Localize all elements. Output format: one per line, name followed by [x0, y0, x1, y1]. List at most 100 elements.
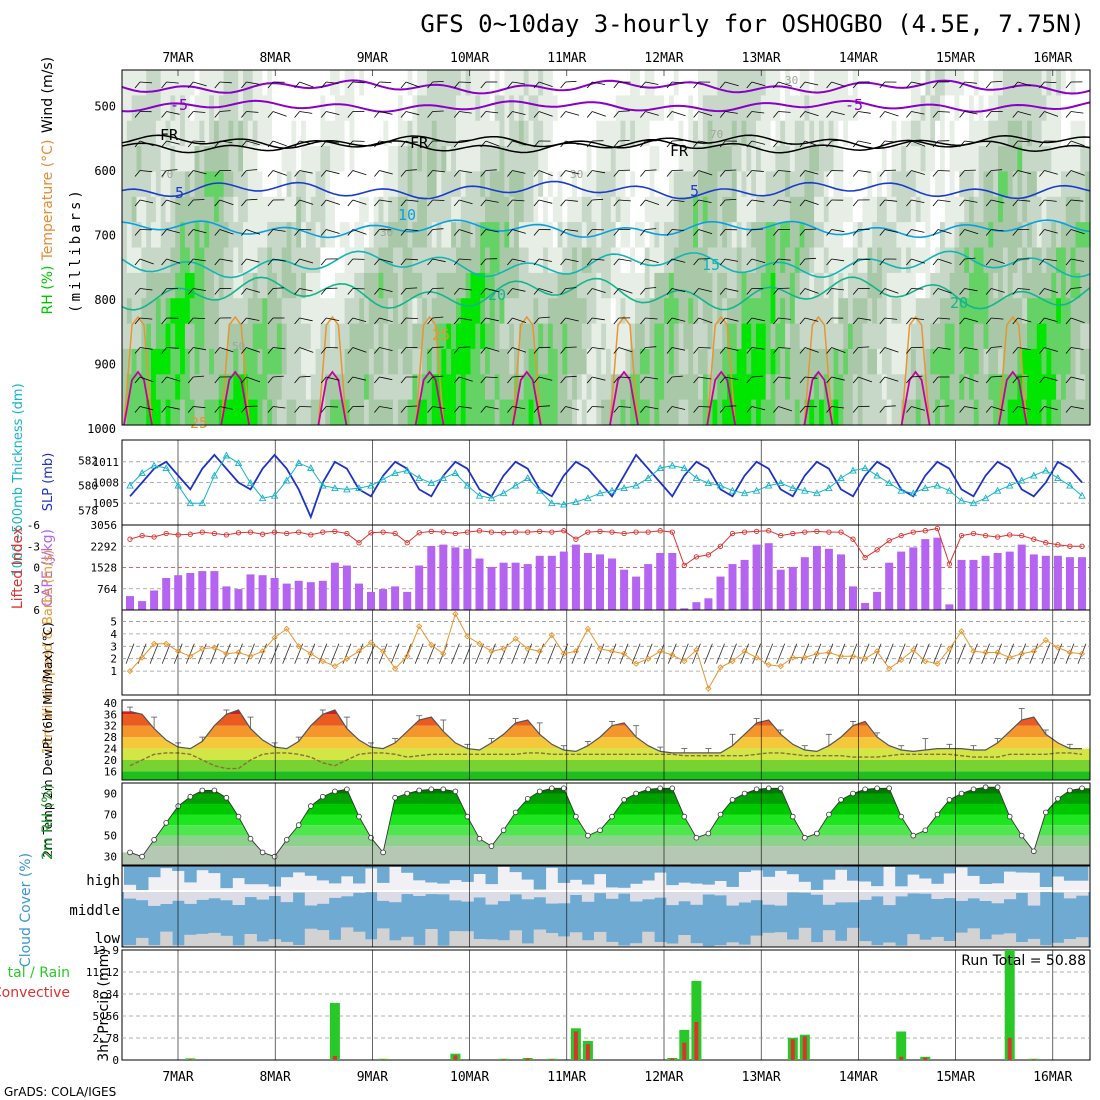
- rh-shade-cell: [872, 399, 878, 426]
- rh-shade-cell: [441, 399, 447, 426]
- rh-shade-cell: [944, 272, 951, 299]
- rh-point: [1006, 813, 1013, 820]
- wind-barb-feather: [852, 229, 859, 236]
- rh-shade-cell: [557, 146, 563, 173]
- rh-shade-cell: [644, 120, 651, 147]
- rh-shade-cell: [1012, 348, 1018, 375]
- rh-shade-cell: [499, 171, 505, 198]
- rh-shade-cell: [683, 120, 689, 147]
- rh-shade-cell: [964, 70, 970, 96]
- rh-shade-cell: [751, 298, 757, 325]
- rh-shade-cell: [262, 399, 268, 426]
- rh-shade-cell: [693, 146, 699, 173]
- wind-barb: [565, 80, 577, 83]
- rh-shade-cell: [131, 272, 138, 299]
- rh-shade-cell: [983, 247, 989, 274]
- wind10-point: [355, 648, 363, 655]
- cape-bar: [475, 558, 484, 610]
- rh-shade-cell: [799, 120, 805, 147]
- rh-shade-cell: [659, 171, 665, 198]
- wind-barb: [671, 258, 686, 263]
- wind-barb-feather: [852, 317, 859, 325]
- cloud-high-bar: [654, 866, 667, 873]
- wind-barb: [565, 229, 579, 232]
- rh-shade-cell: [644, 222, 651, 249]
- thickness-point: [138, 469, 146, 477]
- pressure-tick-label: 900: [94, 357, 116, 371]
- li-point: [862, 554, 868, 561]
- rh-shade-cell: [727, 196, 733, 223]
- rh-shade-cell: [838, 70, 844, 96]
- cloud-mid-gap: [967, 892, 980, 899]
- wind-barb-feather: [453, 81, 460, 89]
- cape-bar: [993, 553, 1002, 610]
- rh-shade-cell: [436, 146, 442, 173]
- rh-shade-cell: [727, 247, 733, 274]
- cloud-low-bar: [979, 939, 992, 947]
- rh-shade-cell: [325, 272, 331, 299]
- rh-shade-cell: [940, 222, 946, 249]
- rh-shade-cell: [804, 298, 810, 325]
- rh-shade-cell: [601, 222, 607, 249]
- rh-shade-cell: [591, 348, 597, 375]
- rh-shade-cell: [557, 95, 563, 122]
- rh-shade-cell: [610, 70, 617, 96]
- rh-shade-cell: [344, 399, 350, 426]
- rh-shade-cell: [746, 95, 752, 122]
- rh-shade-cell: [785, 95, 791, 122]
- rh-shade-cell: [451, 298, 457, 325]
- rh-shade-cell: [228, 374, 234, 401]
- wind-barb-feather: [134, 140, 141, 148]
- rh-shade-cell: [668, 399, 675, 426]
- rh-shade-cell: [1017, 298, 1023, 325]
- wind-barb-feather: [906, 258, 912, 266]
- rh-shade-cell: [881, 222, 888, 249]
- rh-shade-cell: [441, 171, 447, 198]
- pressure-tick-label: 700: [94, 228, 116, 242]
- rh-shade-cell: [281, 120, 288, 147]
- rh-shade-cell: [654, 272, 660, 299]
- rh-shade-cell: [155, 374, 162, 401]
- rh-shade-cell: [320, 298, 326, 325]
- wind-barb-feather: [693, 199, 699, 207]
- rh-shade-cell: [993, 222, 999, 249]
- rh-shade-cell: [567, 348, 573, 375]
- rh-shade-cell: [533, 298, 539, 325]
- cloud-high-bar: [485, 866, 498, 885]
- rh-shade-cell: [644, 374, 651, 401]
- rh-shade-cell: [291, 146, 297, 173]
- rh-shade-cell: [417, 70, 423, 96]
- wind10-point: [283, 625, 290, 633]
- rh-shade-cell: [867, 348, 873, 375]
- wind-barb: [1044, 170, 1058, 175]
- rh-shade-cell: [199, 95, 205, 122]
- wind-barb: [379, 199, 393, 203]
- rh-shade-cell: [1036, 146, 1043, 173]
- wind-barb-feather: [507, 111, 513, 118]
- rh-shade-cell: [233, 323, 239, 350]
- rh-shade-cell: [698, 399, 704, 426]
- wind-barb: [991, 258, 1005, 264]
- wind-barb-feather: [826, 406, 832, 413]
- rh-shade-cell: [736, 323, 743, 350]
- rh-shade-cell: [286, 222, 292, 249]
- rh-point: [1018, 832, 1025, 839]
- rh-shade-cell: [184, 298, 191, 325]
- rh-shade-cell: [1031, 196, 1038, 223]
- rh-shade-cell: [514, 95, 520, 122]
- rh-shade-cell: [891, 70, 897, 96]
- rh-shade-cell: [915, 146, 922, 173]
- rh-shade-cell: [402, 171, 409, 198]
- rh-shade-cell: [581, 222, 588, 249]
- surface-temp-contour: [512, 315, 542, 426]
- rh-shade-cell: [920, 272, 926, 299]
- rh-shade-cell: [901, 348, 907, 375]
- rh-shade-cell: [218, 323, 225, 350]
- rh-shade-cell: [964, 298, 970, 325]
- rh-shade-cell: [286, 196, 292, 223]
- rh-shade-cell: [291, 323, 297, 350]
- wind-barb-feather: [906, 199, 912, 207]
- rh-shade-cell: [1070, 399, 1076, 426]
- rh-shade-cell: [620, 298, 626, 325]
- surface-temp-contour: [220, 370, 251, 426]
